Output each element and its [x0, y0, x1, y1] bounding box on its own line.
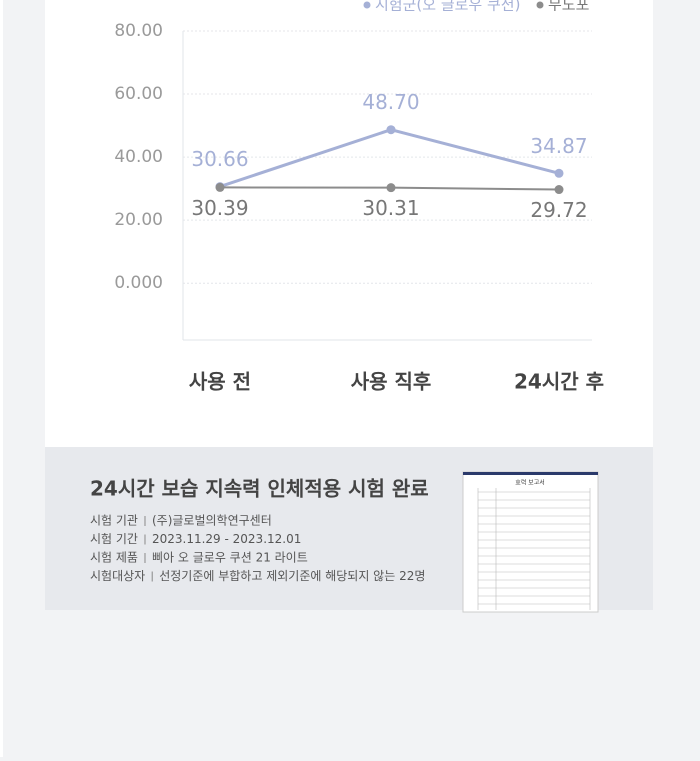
point	[386, 183, 396, 193]
point	[215, 182, 225, 192]
y-tick-label: 20.00	[114, 210, 163, 230]
info-label: 시험대상자	[90, 569, 145, 583]
legend-marker	[363, 1, 371, 9]
legend-label: 시험군(오 글로우 쿠션)	[375, 0, 520, 14]
x-tick-label: 사용 전	[189, 370, 251, 394]
info-label: 시험 제품	[90, 551, 138, 565]
data-label: 34.87	[530, 134, 587, 158]
data-label: 30.31	[362, 196, 419, 220]
report-title: 효력 보고서	[515, 479, 545, 487]
point	[554, 168, 564, 178]
info-title: 24시간 보습 지속력 인체적용 시험 완료	[90, 477, 429, 501]
point	[554, 185, 564, 195]
y-tick-label: 80.00	[114, 21, 163, 41]
legend-marker	[536, 1, 544, 9]
data-label: 48.70	[362, 90, 419, 114]
info-label: 시험 기간	[90, 532, 138, 546]
y-tick-label: 60.00	[114, 84, 163, 104]
info-label: 시험 기관	[90, 514, 138, 528]
y-tick-label: 0.000	[114, 273, 163, 293]
x-tick-label: 사용 직후	[351, 370, 432, 394]
data-label: 30.66	[191, 147, 248, 171]
legend-label: 무도포	[548, 0, 590, 14]
edge	[0, 0, 3, 757]
x-tick-label: 24시간 후	[514, 370, 604, 394]
report-thumb: 효력 보고서	[462, 471, 599, 613]
info-value: 선정기준에 부합하고 제외기준에 해당되지 않는 22명	[159, 569, 425, 583]
y-tick-label: 40.00	[114, 147, 163, 167]
data-label: 29.72	[530, 198, 587, 222]
info-value: 삐아 오 글로우 쿠션 21 라이트	[152, 551, 308, 565]
info-value: 2023.11.29 - 2023.12.01	[152, 532, 301, 546]
chart-card	[45, 0, 653, 447]
info-value: (주)글로벌의학연구센터	[152, 514, 272, 528]
data-label: 30.39	[191, 196, 248, 220]
point	[386, 125, 396, 135]
